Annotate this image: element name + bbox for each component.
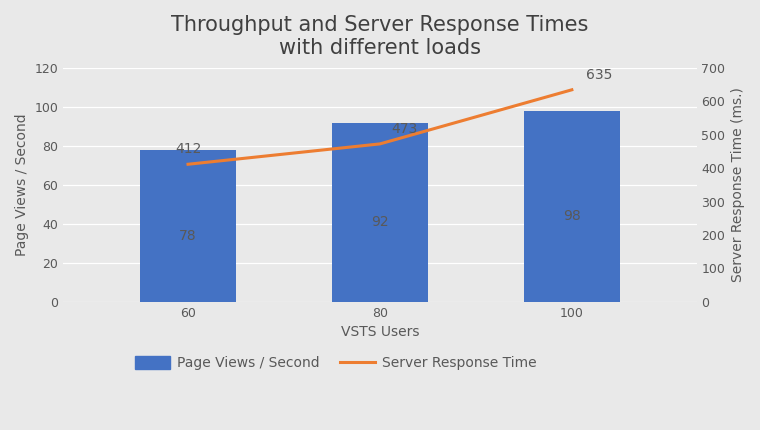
Y-axis label: Server Response Time (ms.): Server Response Time (ms.)	[731, 88, 745, 283]
Text: 98: 98	[563, 209, 581, 223]
Legend: Page Views / Second, Server Response Time: Page Views / Second, Server Response Tim…	[129, 351, 542, 376]
X-axis label: VSTS Users: VSTS Users	[340, 325, 420, 339]
Text: 412: 412	[175, 142, 201, 156]
Text: 635: 635	[586, 68, 612, 82]
Bar	[140, 150, 236, 302]
Text: 473: 473	[391, 122, 417, 136]
Bar	[524, 111, 620, 302]
Text: 78: 78	[179, 229, 197, 243]
Y-axis label: Page Views / Second: Page Views / Second	[15, 114, 29, 256]
Text: 92: 92	[371, 215, 389, 229]
Bar	[332, 123, 428, 302]
Title: Throughput and Server Response Times
with different loads: Throughput and Server Response Times wit…	[171, 15, 589, 58]
